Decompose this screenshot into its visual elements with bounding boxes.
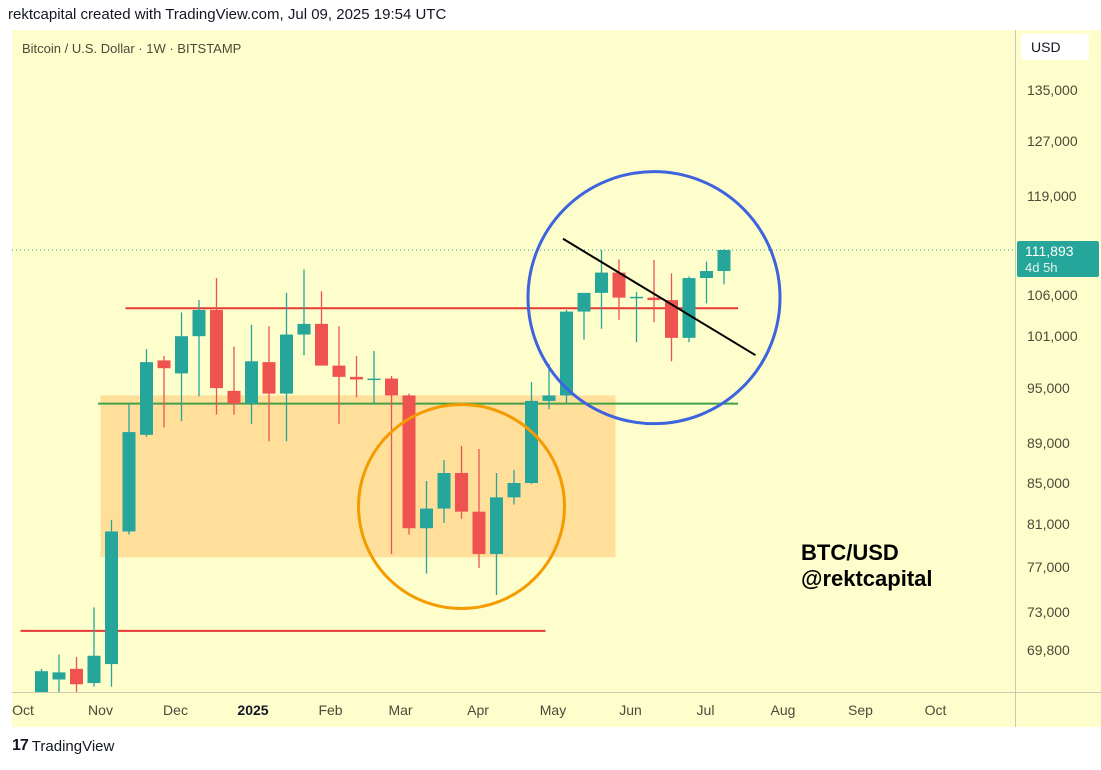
candle-body	[105, 531, 118, 665]
candle-body	[175, 336, 188, 374]
candle-body	[280, 334, 293, 394]
time-tick-label: Oct	[924, 702, 947, 718]
candle-body	[420, 508, 433, 529]
price-tick-label: 101,000	[1027, 328, 1078, 344]
tradingview-logo-icon: 17	[12, 737, 29, 754]
candle-body	[122, 432, 136, 532]
price-tick-label: 69,800	[1027, 642, 1070, 658]
candle-body	[35, 671, 48, 692]
candle-body	[70, 668, 83, 685]
candle-body	[385, 378, 398, 396]
price-tick-label: 106,000	[1027, 287, 1078, 303]
price-tick-label: 119,000	[1027, 188, 1077, 204]
scale-corner	[1015, 692, 1101, 727]
currency-button[interactable]: USD	[1021, 34, 1089, 60]
candle-body	[595, 272, 608, 293]
candle-body	[262, 362, 276, 394]
price-tick-label: 95,000	[1027, 380, 1070, 396]
time-tick-label: Feb	[318, 702, 343, 718]
time-tick-label: Apr	[467, 702, 489, 718]
price-tick-label: 77,000	[1027, 559, 1070, 575]
candle-body	[87, 655, 101, 684]
last-price-badge: 111,893 4d 5h	[1017, 241, 1099, 277]
watermark-pair: BTC/USD	[801, 540, 899, 565]
tradingview-logo-text: TradingView	[31, 737, 115, 755]
time-tick-label: Nov	[88, 702, 113, 718]
candle-body	[52, 672, 66, 680]
candle-body	[560, 311, 573, 396]
candle-body	[490, 497, 503, 555]
time-scale[interactable]	[12, 692, 1015, 727]
symbol-title: Bitcoin / U.S. Dollar · 1W · BITSTAMP	[22, 41, 242, 56]
candle-body	[612, 272, 626, 298]
chart-drawing-layer	[12, 170, 1015, 692]
orange-circle	[357, 403, 566, 611]
watermark-author: @rektcapital	[801, 566, 933, 591]
bar-countdown: 4d 5h	[1025, 260, 1058, 275]
candle-body	[157, 360, 171, 369]
price-tick-label: 81,000	[1027, 516, 1070, 532]
candle-body	[367, 378, 381, 381]
price-tick-label: 89,000	[1027, 435, 1070, 451]
candle-body	[315, 323, 328, 366]
candle-body	[665, 300, 678, 338]
candle-body	[507, 483, 521, 498]
candle-body	[717, 250, 731, 272]
candle-body	[192, 309, 206, 337]
candle-body	[682, 278, 696, 338]
candle-body	[402, 395, 416, 529]
candle-body	[350, 376, 363, 380]
downtrend-line	[562, 237, 757, 357]
time-tick-label: Dec	[163, 702, 188, 718]
candle-body	[472, 511, 486, 555]
chart-watermark: BTC/USD @rektcapital	[801, 540, 933, 592]
time-tick-label: Jul	[696, 702, 715, 718]
time-tick-label: Aug	[770, 702, 796, 718]
time-tick-label: Oct	[12, 702, 34, 718]
candle-body	[437, 473, 451, 509]
price-scale[interactable]	[1015, 30, 1101, 692]
candle-body	[227, 390, 241, 404]
candle-body	[245, 361, 258, 404]
candle-body	[630, 296, 643, 299]
candle-body	[297, 323, 311, 335]
candle-body	[577, 292, 591, 312]
chart-credit: rektcapital created with TradingView.com…	[8, 6, 447, 23]
last-price-value: 111,893	[1025, 243, 1074, 259]
candle-body	[210, 309, 223, 389]
time-tick-label: Sep	[848, 702, 873, 718]
candle-body	[525, 400, 538, 483]
time-tick-label: Jun	[619, 702, 642, 718]
candle-body	[542, 395, 556, 401]
candle-body	[332, 365, 346, 377]
time-tick-label: May	[539, 702, 567, 718]
accumulation-zone	[100, 395, 616, 558]
price-tick-label: 73,000	[1027, 604, 1070, 620]
candle-body	[700, 271, 713, 279]
candle-body	[455, 473, 468, 512]
price-tick-label: 135,000	[1027, 82, 1078, 98]
candle-body	[140, 362, 153, 435]
price-tick-label: 127,000	[1027, 133, 1078, 149]
blue-circle	[526, 170, 782, 426]
time-tick-label: 2025	[237, 702, 269, 718]
candle-body	[647, 297, 661, 301]
tradingview-logo[interactable]: 17 TradingView	[12, 737, 114, 755]
time-tick-label: Mar	[388, 702, 413, 718]
price-tick-label: 85,000	[1027, 475, 1070, 491]
